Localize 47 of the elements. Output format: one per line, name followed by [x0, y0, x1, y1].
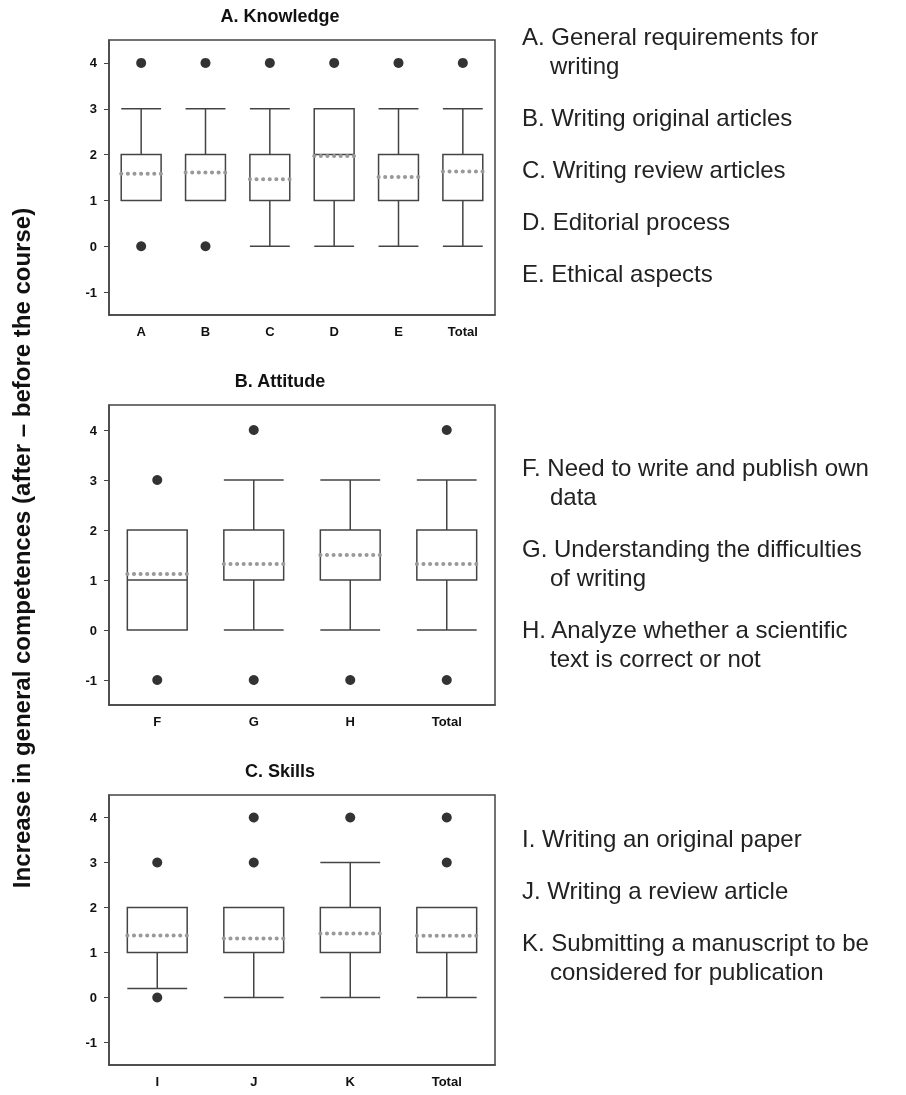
text: B. Writing original articles	[522, 103, 794, 132]
text: G. Understanding the difficulties of writing	[522, 534, 863, 592]
y-tick-label: 0	[89, 238, 97, 254]
x-tick-label: H	[345, 714, 355, 729]
y-tick-label: 3	[89, 855, 97, 870]
text: E. Ethical aspects	[522, 259, 714, 288]
text: K. Submitting a manuscript to be considered for publication	[522, 928, 870, 986]
y-tick-label: -1	[85, 284, 97, 300]
y-tick-label: 1	[89, 945, 97, 960]
y-tick-label: 3	[89, 472, 97, 488]
x-tick-label: A	[136, 324, 147, 339]
y-tick-label: 2	[89, 147, 97, 163]
x-tick-label: G	[248, 714, 259, 729]
y-tick-label: 0	[89, 622, 97, 638]
text: J. Writing a review article	[522, 876, 790, 905]
x-tick-label: J	[250, 1074, 258, 1089]
chart-title: C. Skills	[244, 761, 316, 781]
y-tick-label: 2	[89, 522, 97, 538]
y-tick-label: 4	[89, 810, 98, 825]
y-tick-label: 4	[89, 422, 98, 438]
text: C. Writing review articles	[522, 155, 787, 184]
text: F. Need to write and publish own data	[522, 453, 870, 511]
x-tick-label: D	[329, 324, 339, 339]
x-tick-label: Total	[431, 714, 462, 729]
y-tick-label: 1	[89, 572, 97, 588]
chart-title: A. Knowledge	[220, 6, 340, 26]
y-tick-label: 2	[89, 900, 97, 915]
x-tick-label: Total	[431, 1074, 462, 1089]
y-tick-label: 3	[89, 101, 97, 117]
x-tick-label: F	[153, 714, 162, 729]
x-tick-label: K	[345, 1074, 356, 1089]
x-tick-label: Total	[447, 324, 478, 339]
x-tick-label: E	[394, 324, 404, 339]
text: A. General requirements for writing	[522, 22, 820, 80]
text: D. Editorial process	[522, 207, 732, 236]
text: I. Writing an original paper	[522, 824, 803, 853]
chart-title: B. Attitude	[234, 371, 326, 391]
x-tick-label: C	[265, 324, 276, 339]
y-tick-label: 4	[89, 55, 98, 71]
y-tick-label: 1	[89, 192, 97, 208]
y-tick-label: 0	[89, 990, 97, 1005]
y-axis-title: Increase in general competences (after – before the course)	[8, 207, 36, 889]
x-tick-label: B	[200, 324, 211, 339]
y-tick-label: -1	[85, 672, 97, 688]
y-tick-label: -1	[85, 1035, 97, 1050]
x-tick-label: I	[155, 1074, 160, 1089]
text: H. Analyze whether a scientific text is correct or not	[522, 615, 849, 673]
